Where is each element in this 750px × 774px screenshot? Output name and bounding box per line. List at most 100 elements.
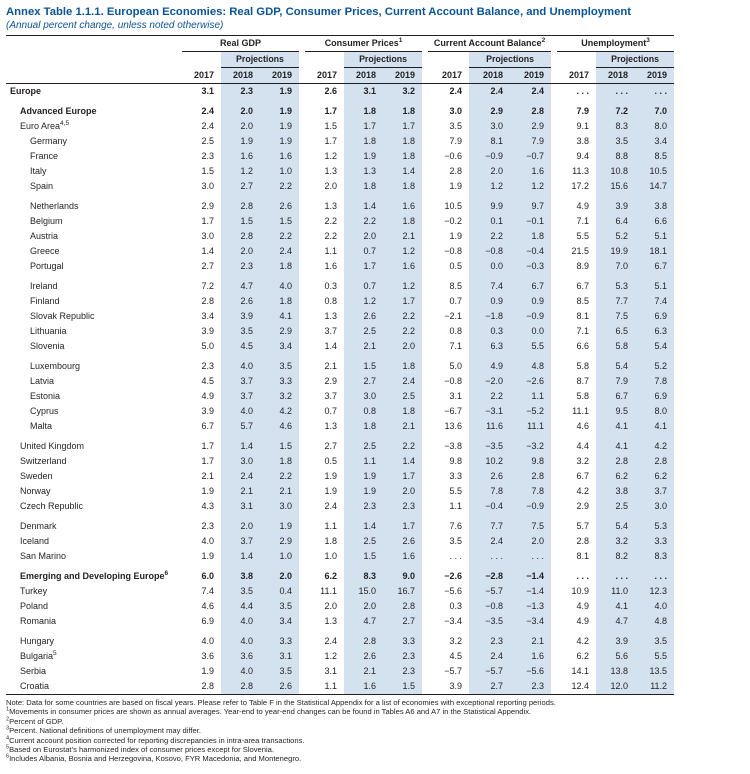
value-cell: 2.6 (383, 534, 423, 549)
value-cell: −3.2 (510, 439, 552, 454)
page-title: Annex Table 1.1.1. European Economies: R… (6, 6, 632, 18)
value-cell: 3.7 (324, 391, 337, 401)
value-cell (344, 564, 383, 569)
value-cell: 3.3 (383, 634, 423, 649)
group-label: Real GDP (219, 38, 261, 48)
value-cell: 2.4 (221, 469, 260, 484)
value-cell: 4.4 (576, 441, 590, 451)
value-cell: 1.9 (260, 83, 299, 99)
value-cell: 1.9 (324, 471, 337, 481)
value-cell: 2.8 (596, 454, 636, 469)
table-row: Iceland 4.0 3.7 2.9 1.8 2.5 2.6 3.5 2.4 2.0 2.8 3.2… (6, 534, 675, 549)
value-cell: 2.6 (221, 294, 260, 309)
value-cell: 8.3 (596, 119, 636, 134)
value-cell: 3.3 (635, 534, 675, 549)
value-cell: 4.0 (221, 664, 260, 679)
value-cell: −2.8 (469, 569, 511, 584)
value-cell: 3.1 (201, 86, 214, 96)
value-cell: 3.5 (260, 359, 299, 374)
value-cell: 1.2 (383, 244, 423, 259)
value-cell: 1.5 (344, 549, 383, 564)
value-cell: −0.1 (510, 214, 552, 229)
value-cell: 1.1 (305, 679, 344, 695)
value-cell: 6.3 (635, 324, 675, 339)
table-row: Latvia 4.5 3.7 3.3 2.9 2.7 2.4 −0.8 −2.0 −2.6 8.7 7… (6, 374, 675, 389)
value-cell: 15.0 (344, 584, 383, 599)
value-cell: 2.0 (221, 244, 260, 259)
table-row: Turkey 7.4 3.5 0.4 11.1 15.0 16.7 −5.6 −5.7 −1.4 1… (6, 584, 675, 599)
row-label: Turkey (20, 586, 48, 596)
value-cell: 2.9 (201, 201, 214, 211)
row-label: Denmark (20, 521, 57, 531)
table-row: Switzerland 1.7 3.0 1.8 0.5 1.1 1.4 9.8 10.2 9.8 3… (6, 454, 675, 469)
value-cell: 2.8 (635, 454, 675, 469)
value-cell: 1.7 (201, 456, 214, 466)
value-cell: −3.4 (510, 614, 552, 629)
value-cell: 7.4 (469, 279, 511, 294)
value-cell: 1.9 (344, 469, 383, 484)
value-cell: 4.2 (635, 439, 675, 454)
value-cell: 1.1 (324, 246, 337, 256)
value-cell: 5.4 (635, 339, 675, 354)
row-label: Slovak Republic (30, 311, 95, 321)
value-cell: 2.0 (221, 519, 260, 534)
notes: Note: Data for some countries are based … (6, 698, 746, 764)
value-cell: 2.6 (324, 86, 337, 96)
value-cell: 1.5 (201, 166, 214, 176)
value-cell: 7.2 (596, 104, 636, 119)
value-cell (596, 354, 636, 359)
value-cell: 4.7 (344, 614, 383, 629)
footnote-marker: 6 (164, 570, 169, 577)
value-cell: 1.8 (344, 104, 383, 119)
group-gap-row (6, 354, 675, 359)
value-cell: 2.3 (510, 679, 552, 695)
value-cell: 3.0 (201, 231, 214, 241)
value-cell (510, 514, 552, 519)
value-cell: 7.8 (510, 484, 552, 499)
value-cell: 2.4 (469, 534, 511, 549)
value-cell: 0.7 (449, 296, 463, 306)
value-cell: 11.3 (572, 166, 590, 176)
value-cell: 8.8 (596, 149, 636, 164)
value-cell (221, 354, 260, 359)
table-row: Slovenia 5.0 4.5 3.4 1.4 2.1 2.0 7.1 6.3 5.5 6.6 5.… (6, 339, 675, 354)
table-row: Serbia 1.9 4.0 3.5 3.1 2.1 2.3 −5.7 −5.7 −5.6 14.1… (6, 664, 675, 679)
value-cell: −5.7 (469, 584, 511, 599)
value-cell: 0.7 (344, 244, 383, 259)
table-row: San Marino 1.9 1.4 1.0 1.0 1.5 1.6. . .. . .. … (6, 549, 675, 564)
value-cell: 2.2 (324, 216, 337, 226)
row-label: Portugal (30, 261, 64, 271)
value-cell: 5.6 (596, 649, 636, 664)
group-gap-row (6, 99, 675, 104)
value-cell: 12.0 (596, 679, 636, 695)
projections-label: Projections (221, 51, 299, 68)
table-row: Luxembourg 2.3 4.0 3.5 2.1 1.5 1.8 5.0 4.9 4.8 5.8… (6, 359, 675, 374)
value-cell: −1.8 (469, 309, 511, 324)
column-spacer (551, 67, 558, 84)
value-cell: 8.5 (635, 149, 675, 164)
table-row: Lithuania 3.9 3.5 2.9 3.7 2.5 2.2 0.8 0.3 0.0 7.1 6… (6, 324, 675, 339)
value-cell: 9.0 (383, 569, 423, 584)
value-cell: 2.1 (383, 229, 423, 244)
value-cell (221, 434, 260, 439)
group-label: Unemployment (581, 38, 647, 48)
value-cell: 0.8 (344, 404, 383, 419)
value-cell: 1.8 (344, 134, 383, 149)
value-cell (635, 274, 675, 279)
footnote-marker: 1 (6, 706, 10, 713)
value-cell: 4.0 (201, 636, 214, 646)
value-cell: 11.0 (596, 584, 636, 599)
value-cell: 2.8 (182, 679, 221, 695)
value-cell: 4.6 (260, 419, 299, 434)
value-cell: 1.8 (260, 454, 299, 469)
year-header: 2017 (305, 67, 344, 84)
column-spacer (422, 679, 429, 695)
value-cell: 7.7 (469, 519, 511, 534)
value-cell: . . . (469, 549, 511, 564)
value-cell: 2.8 (221, 679, 260, 695)
row-label: Latvia (30, 376, 55, 386)
table-row: Malta 6.7 5.7 4.6 1.3 1.8 2.1 13.6 11.6 11.1 4.6 4.… (6, 419, 675, 434)
table-row: Czech Republic 4.3 3.1 3.0 2.4 2.3 2.3 1.1 −0.4−… (6, 499, 675, 514)
value-cell: 2.3 (221, 83, 260, 99)
